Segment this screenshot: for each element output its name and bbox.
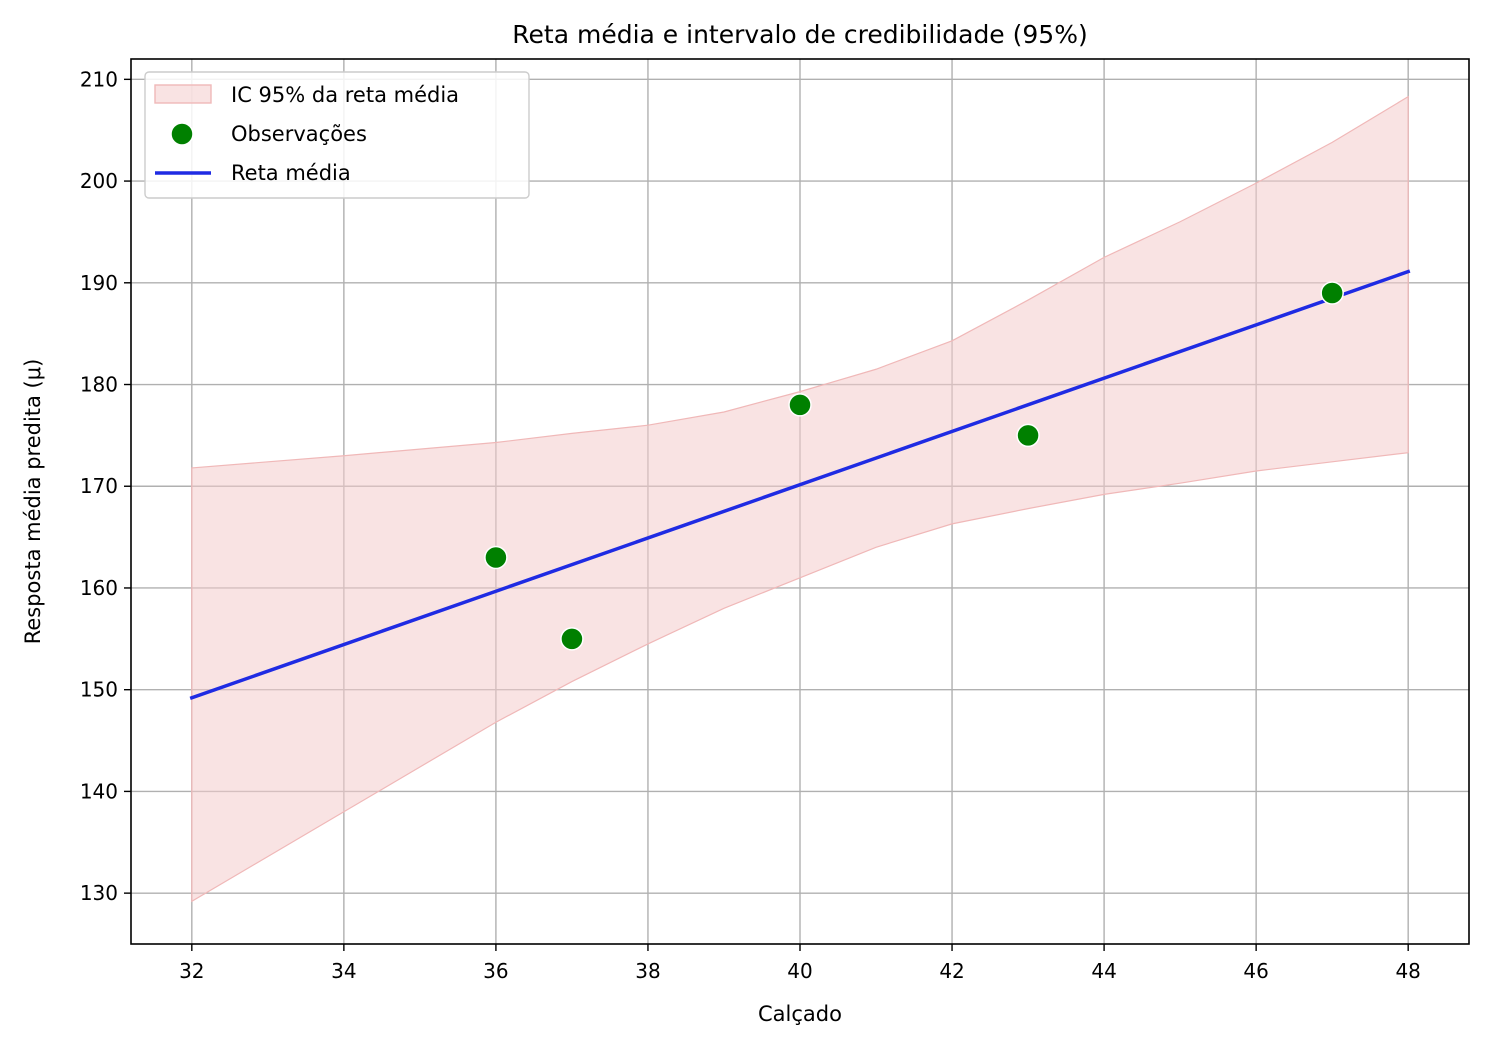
y-tick-label: 150 xyxy=(80,678,118,702)
x-tick-label: 38 xyxy=(635,959,660,983)
legend-band-swatch xyxy=(154,84,212,104)
y-axis-label: Resposta média predita (μ) xyxy=(21,359,45,645)
mean-line xyxy=(189,269,1411,701)
x-tick-label: 40 xyxy=(787,959,812,983)
x-tick-label: 42 xyxy=(939,959,964,983)
x-tick-label: 32 xyxy=(179,959,204,983)
x-tick-label: 46 xyxy=(1243,959,1268,983)
legend-label-points: Observações xyxy=(231,122,367,146)
y-tick-label: 130 xyxy=(80,881,118,905)
x-tick-label: 34 xyxy=(331,959,356,983)
legend-label-line: Reta média xyxy=(231,161,351,185)
y-tick-label: 190 xyxy=(80,271,118,295)
x-tick-label: 44 xyxy=(1091,959,1116,983)
observation-point xyxy=(1320,281,1344,305)
chart-title: Reta média e intervalo de credibilidade … xyxy=(512,20,1087,49)
y-axis-ticks: 130 140 150 160 170 180 190 200 210 xyxy=(80,67,131,905)
legend-box xyxy=(144,71,530,199)
credible-interval-band xyxy=(191,95,1409,903)
credible-interval-area xyxy=(191,95,1409,903)
x-tick-label: 36 xyxy=(483,959,508,983)
observation-points xyxy=(484,281,1344,651)
observation-point xyxy=(1016,423,1040,448)
y-tick-label: 200 xyxy=(80,169,118,193)
legend: IC 95% da reta média Observações Reta mé… xyxy=(144,71,530,199)
x-axis-label: Calçado xyxy=(758,1002,842,1026)
legend-point-swatch xyxy=(170,122,194,146)
x-axis-ticks: 32 34 36 38 40 42 44 46 48 xyxy=(179,944,1421,983)
y-tick-label: 210 xyxy=(80,67,118,91)
y-tick-label: 170 xyxy=(80,474,118,498)
y-tick-label: 140 xyxy=(80,779,118,803)
y-tick-label: 180 xyxy=(80,373,118,397)
mean-line-layer xyxy=(189,269,1411,701)
observation-point xyxy=(560,627,584,651)
y-tick-label: 160 xyxy=(80,576,118,600)
observation-point xyxy=(484,545,508,570)
legend-label-band: IC 95% da reta média xyxy=(231,83,459,107)
x-tick-label: 48 xyxy=(1395,959,1420,983)
observation-point xyxy=(788,393,812,417)
